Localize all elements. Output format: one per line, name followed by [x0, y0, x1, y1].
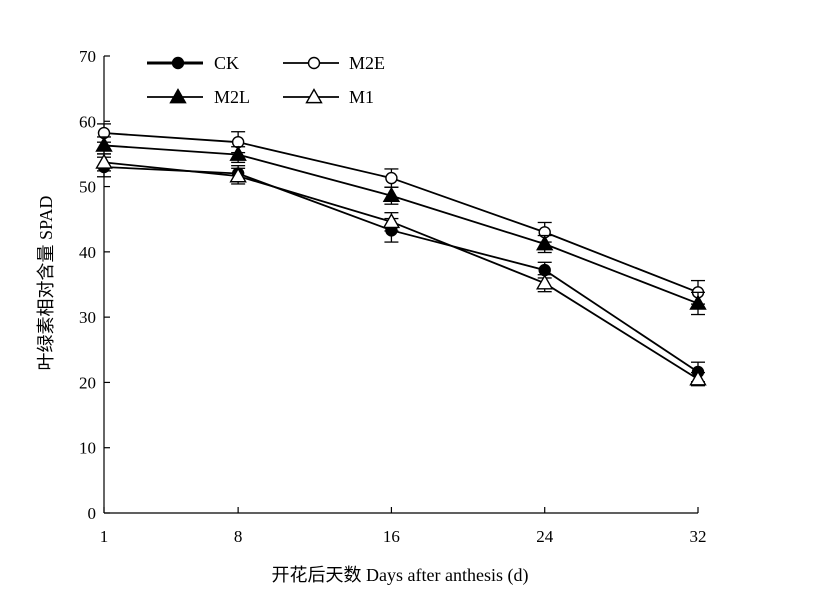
legend-label: M2E [349, 53, 385, 73]
data-point-m1 [536, 274, 554, 290]
y-tick-label: 60 [79, 112, 96, 131]
data-point-m1 [382, 212, 401, 229]
y-tick-label: 30 [79, 308, 96, 327]
y-tick-label: 0 [88, 504, 97, 523]
legend-label: M1 [349, 87, 374, 107]
legend-marker-ck [171, 56, 185, 70]
series-ck [97, 156, 705, 383]
y-tick-label: 10 [79, 439, 96, 458]
data-point-m2l [382, 186, 401, 203]
x-tick-label: 24 [536, 527, 554, 546]
data-point-m2l [536, 235, 554, 251]
legend-label: CK [214, 53, 239, 73]
x-tick-label: 1 [100, 527, 109, 546]
legend-item-m2l: M2L [147, 87, 250, 107]
y-tick-label: 20 [79, 373, 96, 392]
data-point-m1 [95, 153, 113, 169]
legend-item-m1: M1 [283, 87, 374, 107]
data-point-m2l [689, 294, 707, 310]
y-tick-label: 50 [79, 178, 96, 197]
data-point-m1 [229, 167, 247, 183]
series-m2l [95, 136, 707, 316]
y-tick-label: 70 [79, 47, 96, 66]
legend-item-ck: CK [147, 53, 239, 73]
y-tick-label: 40 [79, 243, 96, 262]
legend: CK M2E M2L M1 [147, 53, 385, 107]
data-point-m2l [229, 145, 247, 161]
axes: 0 10 20 30 40 50 60 70 1 8 16 24 32 [79, 47, 707, 546]
data-point-ck [538, 263, 551, 277]
legend-marker-m2l [169, 88, 187, 104]
x-tick-label: 8 [234, 527, 243, 546]
series-layer [95, 123, 707, 387]
data-point-m2e [385, 171, 398, 185]
legend-marker-m2e [307, 56, 321, 70]
series-line-m1 [103, 161, 699, 380]
data-point-m2l [95, 136, 113, 152]
series-line-m2l [103, 144, 699, 305]
x-axis-title: 开花后天数 Days after anthesis (d) [272, 565, 529, 586]
legend-item-m2e: M2E [283, 53, 385, 73]
series-m1 [95, 153, 707, 387]
y-axis-title: 叶绿素相对含量 SPAD [36, 196, 56, 371]
x-tick-label: 32 [690, 527, 707, 546]
legend-marker-m1 [305, 88, 323, 104]
data-point-m1 [689, 370, 707, 386]
legend-label: M2L [214, 87, 250, 107]
x-tick-label: 16 [383, 527, 400, 546]
